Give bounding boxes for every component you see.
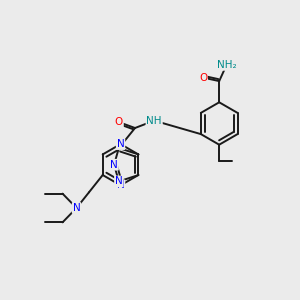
Text: NH: NH <box>146 116 162 126</box>
Text: N: N <box>115 176 123 186</box>
Text: N: N <box>73 203 80 213</box>
Text: O: O <box>115 117 123 127</box>
Text: N: N <box>117 180 124 190</box>
Text: NH₂: NH₂ <box>217 60 236 70</box>
Text: N: N <box>110 160 118 170</box>
Text: N: N <box>117 139 124 149</box>
Text: O: O <box>199 73 207 82</box>
